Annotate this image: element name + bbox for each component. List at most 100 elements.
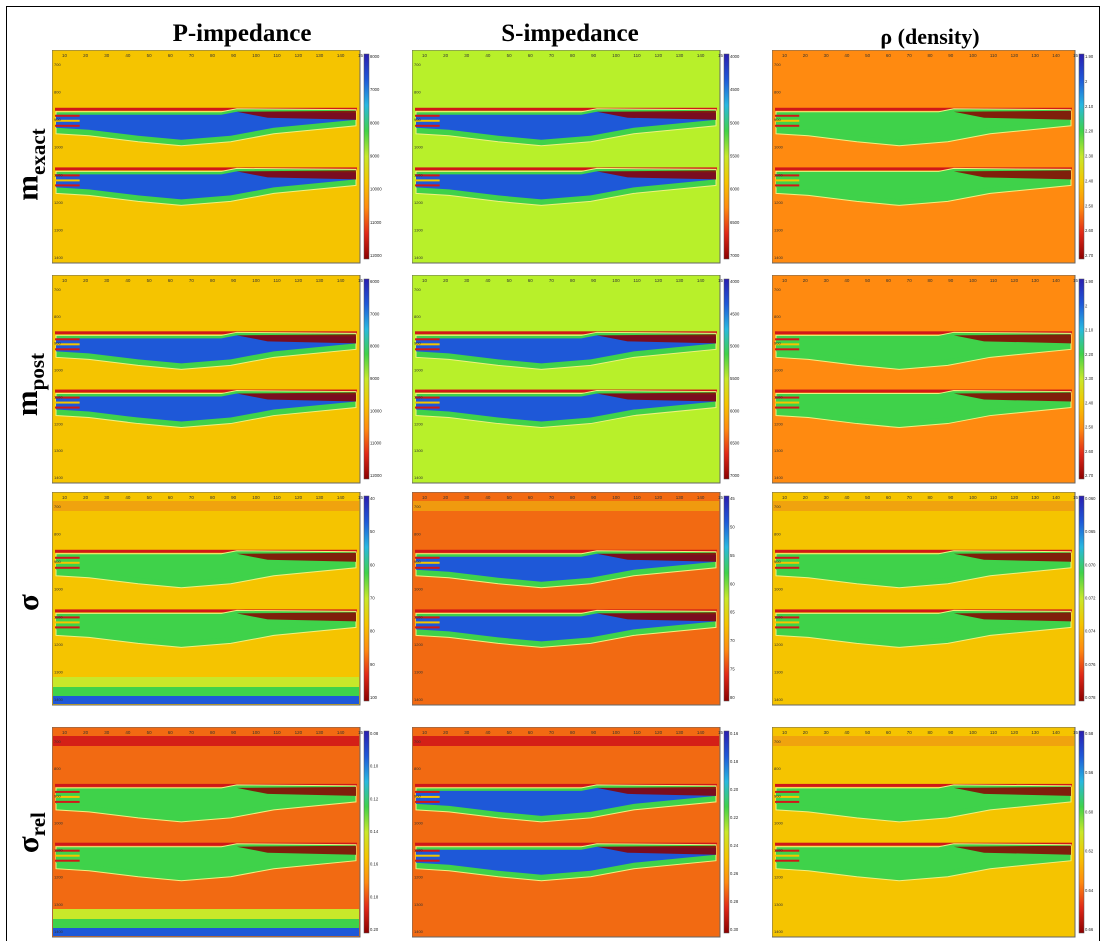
channel-body [56,846,356,875]
y-tick-label: 1400 [774,929,784,934]
x-tick-label: 110 [990,53,998,58]
x-tick-label: 10 [62,278,68,283]
y-tick-label: 700 [414,62,421,67]
stratum-line [415,783,717,787]
channel-body [416,613,716,642]
colorbar-tick-label: 2.10 [1085,104,1094,109]
colorbar-tick-label: 2.20 [1085,352,1094,357]
stratum-line [55,167,357,171]
left-stratum [775,800,800,803]
stratum-line [775,331,1072,335]
x-tick-label: 60 [168,53,174,58]
left-stratum [415,406,440,409]
y-tick-label: 1300 [774,902,784,907]
channel-body [56,171,356,200]
x-tick-label: 120 [655,278,663,283]
y-tick-label: 900 [414,559,421,564]
colorbar-tick-label: 7000 [370,311,380,316]
y-tick-label: 700 [414,504,421,509]
section-image: 10 20 30 40 50 60 70 80 90 100 110 120 130 140 15 700 80… [412,275,740,484]
y-tick-label: 1400 [414,255,424,260]
y-tick-label: 900 [414,117,421,122]
right-lens [596,392,716,402]
x-tick-label: 30 [824,53,830,58]
colorbar [363,278,370,480]
colorbar-tick-label: 4000 [730,279,740,284]
x-tick-label: 90 [948,53,954,58]
x-tick-label: 130 [1031,53,1039,58]
colorbar-tick-label: 1.90 [1085,54,1094,59]
right-lens [236,786,356,796]
x-tick-label: 30 [104,495,110,500]
colorbar-tick-label: 2.40 [1085,400,1094,405]
y-tick-label: 700 [774,287,781,292]
left-stratum [55,790,80,793]
bottom-band [53,687,359,697]
colorbar-tick-label: 0.24 [730,843,739,848]
channel-body [776,171,1071,200]
x-tick-label: 70 [549,730,555,735]
plot-background [772,492,1076,706]
x-tick-label: 110 [633,495,641,500]
right-lens [953,612,1071,622]
x-tick-label: 50 [507,730,513,735]
y-tick-label: 1400 [774,255,784,260]
left-stratum [415,124,440,127]
left-stratum [775,343,800,346]
x-tick-label: 140 [1052,495,1060,500]
x-tick-label: 40 [844,53,850,58]
x-tick-label: 110 [633,730,641,735]
column-title-density: ρ (density) [880,24,980,49]
x-tick-label: 20 [443,278,449,283]
left-stratum [415,348,440,351]
colorbar-tick-label: 0.30 [730,927,739,932]
stratum-line [415,842,717,846]
left-stratum [55,179,80,182]
x-tick-label: 70 [907,53,913,58]
colorbar-tick-label: 2.50 [1085,425,1094,430]
x-tick-label: 140 [697,278,705,283]
stratum-line [775,167,1072,171]
y-tick-label: 1100 [54,172,63,177]
y-tick-label: 700 [774,504,781,509]
colorbar-tick-label: 2.70 [1085,473,1094,478]
column-title-p-impedance: P-impedance [172,20,312,47]
x-tick-label: 50 [507,495,513,500]
stratum-line [415,389,717,393]
left-stratum [775,401,800,404]
stratum-line [55,389,357,393]
y-tick-label: 800 [54,532,61,537]
colorbar-tick-label: 70 [730,638,735,643]
x-tick-label: 120 [295,53,303,58]
left-stratum [415,616,440,619]
x-tick-label: 10 [62,730,68,735]
section-image: 10 20 30 40 50 60 70 80 90 100 110 120 130 140 15 700 80… [52,492,378,706]
x-tick-label: 15 [1073,278,1079,283]
stratum-line [775,549,1072,553]
left-stratum [55,348,80,351]
channel-body [56,787,356,816]
stratum-line [415,609,717,613]
colorbar-tick-label: 40 [370,496,375,501]
left-stratum [55,396,80,399]
left-stratum [775,859,800,862]
y-tick-label: 1300 [414,227,424,232]
right-lens [953,392,1071,402]
colorbar-tick-label: 0.64 [1085,888,1094,893]
top-band [413,501,719,511]
colorbar-tick-label: 5500 [730,154,740,159]
y-tick-label: 1000 [774,820,784,825]
x-tick-label: 130 [316,53,324,58]
colorbar-tick-label: 50 [370,529,375,534]
y-tick-label: 1100 [414,172,423,177]
x-tick-label: 110 [273,278,281,283]
y-tick-label: 1400 [774,475,784,480]
right-lens [596,170,716,180]
plot-background [772,727,1076,938]
channel-body [56,613,356,642]
channel-body [56,553,356,582]
x-tick-label: 60 [168,495,174,500]
y-tick-label: 1200 [414,200,424,205]
x-tick-label: 30 [824,278,830,283]
section-image: 10 20 30 40 50 60 70 80 90 100 110 120 130 140 15 700 80… [772,50,1094,264]
